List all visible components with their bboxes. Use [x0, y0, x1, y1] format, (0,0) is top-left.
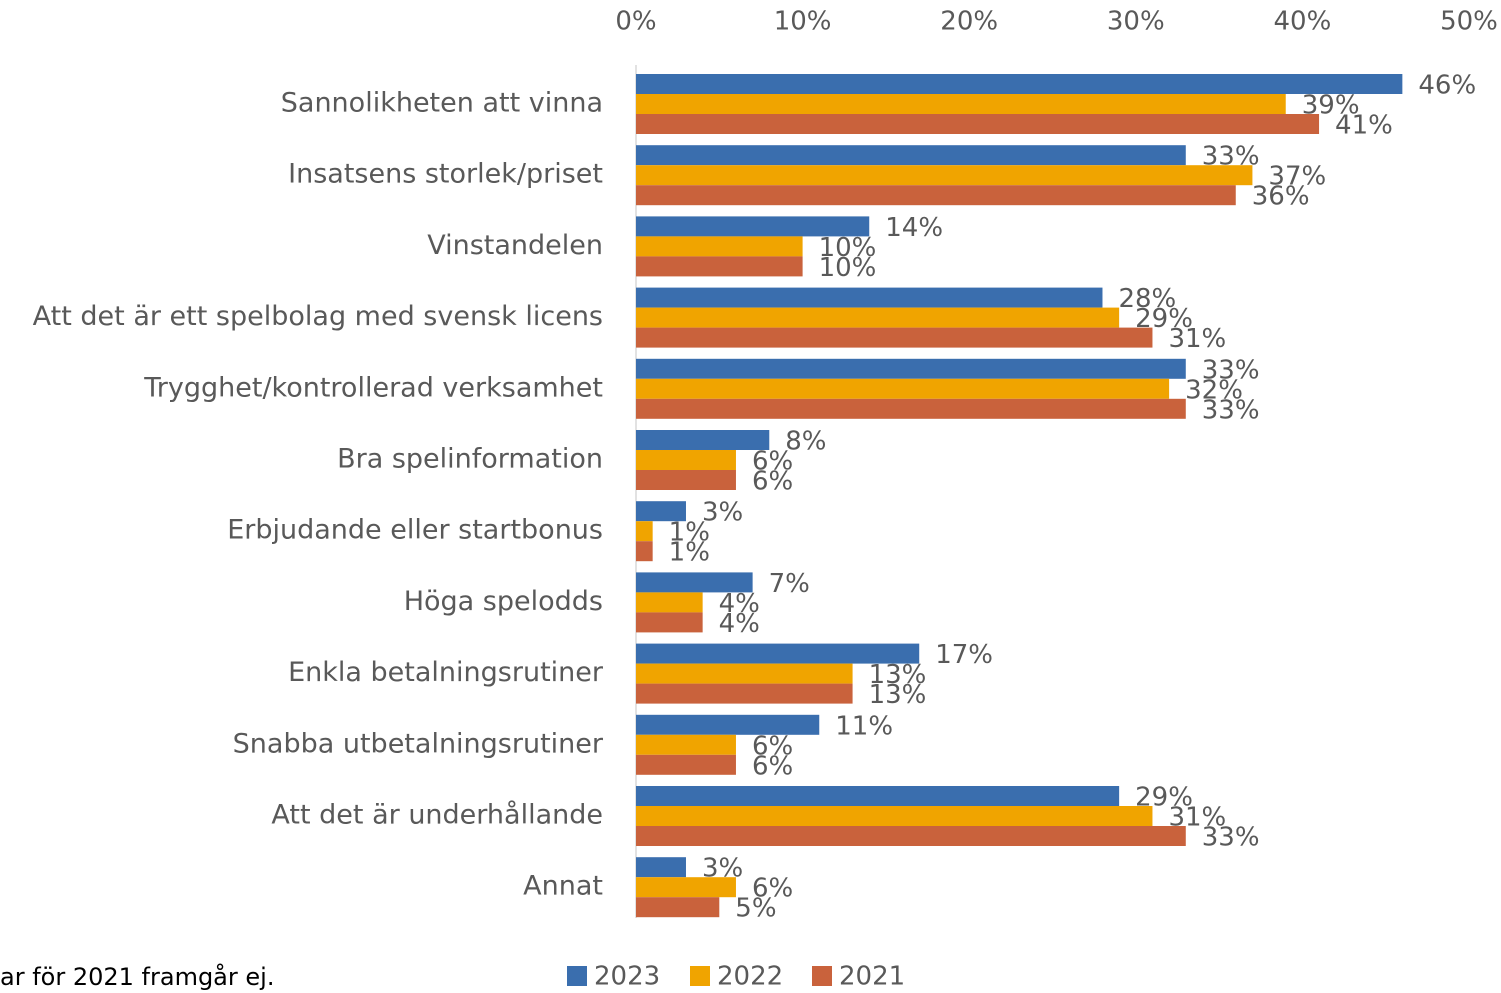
y-tick-label: Enkla betalningsrutiner: [288, 657, 604, 688]
data-label: 10%: [819, 233, 877, 263]
bar: [636, 398, 1186, 419]
data-label: 46%: [1418, 71, 1476, 101]
bar: [636, 663, 853, 684]
bar: [636, 572, 753, 593]
data-label: 5%: [735, 894, 776, 924]
y-tick-label: Trygghet/kontrollerad verksamhet: [143, 372, 603, 403]
bar: [636, 592, 703, 613]
data-label: 33%: [1202, 823, 1260, 853]
x-tick-label: 30%: [1107, 7, 1165, 37]
legend-label: 2021: [839, 962, 905, 992]
bar: [636, 287, 1103, 308]
data-label: 28%: [1118, 284, 1176, 314]
data-label: 31%: [1168, 324, 1226, 354]
bar: [636, 501, 686, 522]
bar: [636, 94, 1286, 114]
y-tick-label: Bra spelinformation: [337, 444, 603, 475]
data-label: 13%: [869, 680, 927, 710]
data-label: 4%: [719, 589, 760, 619]
data-label: 11%: [835, 711, 893, 741]
data-label: 10%: [819, 253, 877, 283]
bar: [636, 806, 1153, 826]
bar: [636, 307, 1120, 328]
data-label: 8%: [785, 427, 826, 457]
y-tick-label: Erbjudande eller startbonus: [227, 515, 603, 546]
data-label: 36%: [1252, 182, 1310, 212]
data-label: 41%: [1335, 111, 1393, 141]
footnote: ar för 2021 framgår ej.: [0, 962, 274, 991]
data-label: 6%: [752, 447, 793, 477]
y-tick-label: Att det är ett spelbolag med svensk lice…: [33, 301, 603, 332]
y-tick-label: Att det är underhållande: [271, 800, 603, 831]
x-tick-label: 10%: [774, 7, 832, 37]
data-label: 6%: [752, 751, 793, 781]
data-label: 13%: [869, 660, 927, 690]
x-tick-label: 20%: [940, 7, 998, 37]
bar: [636, 857, 686, 878]
x-tick-label: 0%: [615, 7, 656, 37]
y-tick-label: Sannolikheten att vinna: [281, 88, 603, 119]
bar: [636, 450, 736, 470]
data-label: 7%: [769, 569, 810, 599]
y-tick-label: Vinstandelen: [427, 230, 603, 261]
bar: [636, 430, 770, 450]
bar: [636, 541, 653, 562]
legend-swatch: [690, 966, 710, 986]
y-tick-label: Höga spelodds: [404, 586, 603, 617]
legend-label: 2023: [594, 962, 660, 992]
legend-swatch: [812, 966, 832, 986]
data-label: 6%: [752, 467, 793, 497]
y-tick-label: Snabba utbetalningsrutiner: [233, 728, 604, 759]
bar: [636, 826, 1186, 846]
data-label: 37%: [1268, 162, 1326, 192]
bar: [636, 256, 803, 277]
data-label: 1%: [669, 518, 710, 548]
y-tick-label: Annat: [523, 871, 603, 902]
data-label: 6%: [752, 731, 793, 761]
bar: [636, 470, 736, 490]
data-label: 17%: [935, 640, 993, 670]
bar: [636, 786, 1120, 806]
data-label: 33%: [1202, 395, 1260, 425]
bar: [636, 327, 1153, 348]
bar: [636, 216, 870, 237]
bar: [636, 897, 720, 918]
x-tick-label: 40%: [1274, 7, 1332, 37]
bar: [636, 734, 736, 755]
data-label: 32%: [1185, 375, 1243, 405]
bar: [636, 643, 920, 664]
legend-swatch: [567, 966, 587, 986]
bar: [636, 74, 1403, 94]
bar: [636, 714, 820, 735]
bar: [636, 114, 1320, 134]
bar: [636, 877, 736, 898]
bar: [636, 521, 653, 542]
bar: [636, 236, 803, 257]
data-label: 1%: [669, 538, 710, 568]
bar: [636, 754, 736, 775]
bar: [636, 378, 1170, 399]
legend-label: 2022: [717, 962, 783, 992]
y-tick-label: Insatsens storlek/priset: [288, 159, 603, 190]
data-label: 14%: [885, 213, 943, 243]
bar: [636, 185, 1236, 206]
bar: [636, 165, 1253, 186]
bar: [636, 358, 1186, 379]
data-label: 3%: [702, 498, 743, 528]
data-label: 6%: [752, 874, 793, 904]
x-tick-label: 50%: [1440, 7, 1498, 37]
data-label: 4%: [719, 609, 760, 639]
data-label: 33%: [1202, 355, 1260, 385]
bar: [636, 683, 853, 704]
bar: [636, 145, 1186, 166]
bar: [636, 612, 703, 633]
